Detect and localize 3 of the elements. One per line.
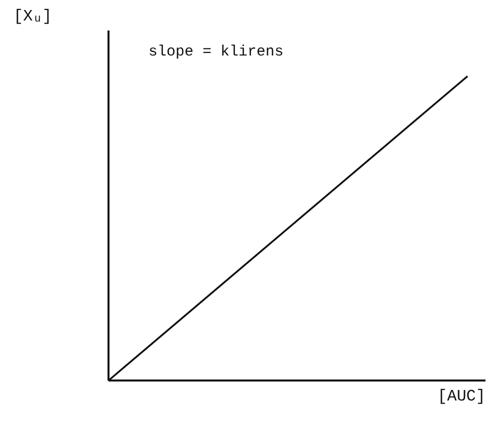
text: slope = klirens: [148, 44, 284, 60]
y-axis-title: [Xᵤ]: [14, 8, 52, 26]
x-axis-title: [AUC]: [437, 388, 486, 406]
